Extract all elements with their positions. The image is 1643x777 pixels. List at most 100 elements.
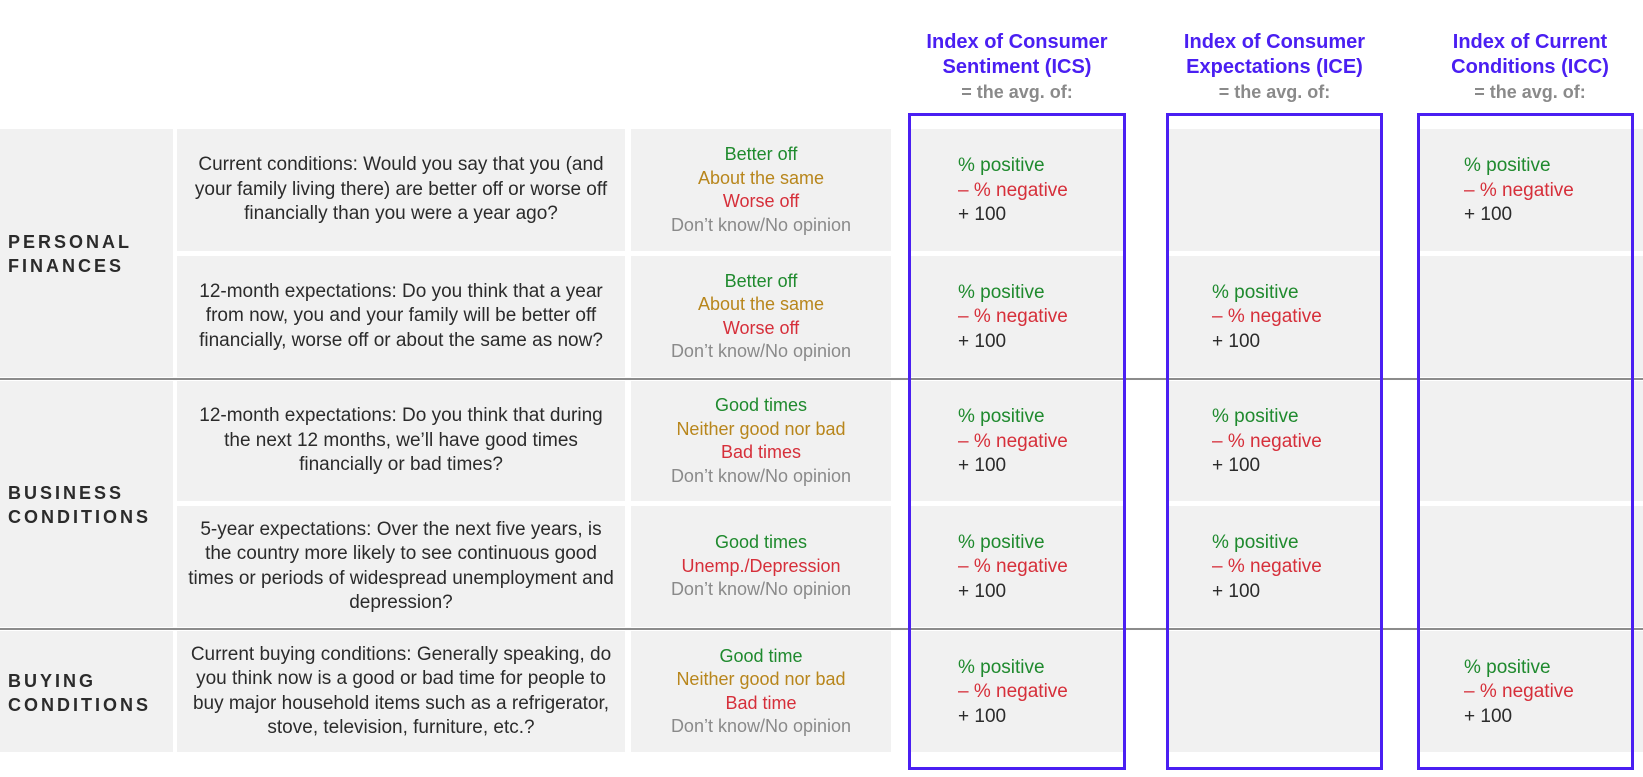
index-formula: % positive – % negative + 100 <box>1464 656 1574 730</box>
answer-option-mid: About the same <box>697 167 825 188</box>
survey-question: 12-month expectations: Do you think that… <box>177 381 625 501</box>
section-label-text: CONDITIONS <box>8 695 152 715</box>
index-title: Index of Consumer <box>926 31 1108 53</box>
index-column-highlight-box <box>1417 113 1634 770</box>
answer-options: Better off About the same Worse off Don’t k… <box>631 129 891 251</box>
index-title: Conditions (ICC) <box>1451 56 1609 78</box>
section-label-panel: BUSINESS CONDITIONS <box>0 381 173 627</box>
answer-option-neg: Bad times <box>720 442 802 462</box>
formula-positive: % positive <box>958 155 1045 176</box>
formula-negative: – % negative <box>958 430 1068 452</box>
formula-positive: % positive <box>1464 656 1551 678</box>
index-column-header: Index of Consumer Expectations (ICE) = the… <box>1136 30 1413 105</box>
section-label-panel: PERSONAL FINANCES <box>0 129 173 377</box>
answer-option-dk: Don’t know/No opinion <box>670 465 852 486</box>
index-cell: % positive – % negative + 100 <box>1166 381 1383 501</box>
answer-option-mid: About the same <box>697 294 825 314</box>
formula-negative: – % negative <box>1212 556 1322 577</box>
index-subtitle: = the avg. of: <box>1474 82 1586 102</box>
answer-option-dk: Don’t know/No opinion <box>670 716 852 736</box>
index-cell: % positive – % negative + 100 <box>909 506 1125 627</box>
index-formula: % positive – % negative + 100 <box>1212 281 1322 355</box>
formula-plus-100: + 100 <box>958 580 1007 602</box>
index-subtitle: = the avg. of: <box>961 82 1073 102</box>
question-text: 12-month expectations: Do you think that… <box>199 280 603 351</box>
index-cell <box>1166 631 1383 752</box>
formula-positive: % positive <box>1212 531 1299 553</box>
section-divider <box>0 378 1643 380</box>
index-title: Sentiment (ICS) <box>942 56 1092 78</box>
index-cell: % positive – % negative + 100 <box>1417 129 1643 251</box>
formula-negative: – % negative <box>1464 179 1574 201</box>
index-formula: % positive – % negative + 100 <box>1464 154 1574 228</box>
formula-negative: – % negative <box>1212 430 1322 452</box>
answer-options: Good time Neither good nor bad Bad time Don… <box>631 631 891 752</box>
formula-plus-100: + 100 <box>958 330 1007 352</box>
index-formula: % positive – % negative + 100 <box>958 531 1068 605</box>
index-cell <box>1166 129 1383 251</box>
survey-question: 5-year expectations: Over the next five … <box>177 506 625 627</box>
index-title: Index of Consumer <box>1183 31 1366 53</box>
index-title: Expectations (ICE) <box>1186 56 1363 78</box>
formula-plus-100: + 100 <box>958 705 1007 727</box>
answer-option-mid: Neither good nor bad <box>676 418 846 439</box>
answer-options: Good times Neither good nor bad Bad times D… <box>631 381 891 501</box>
index-cell <box>1417 256 1643 377</box>
formula-plus-100: + 100 <box>958 204 1007 225</box>
answer-option-pos: Good times <box>714 532 808 553</box>
section-label-text: FINANCES <box>8 256 125 276</box>
answer-option-pos: Good times <box>714 395 808 415</box>
survey-question: Current conditions: Would you say that y… <box>177 129 625 251</box>
formula-positive: % positive <box>958 406 1045 427</box>
answer-option-pos: Better off <box>724 270 798 291</box>
answer-option-pos: Good time <box>719 645 803 666</box>
answer-option-dk: Don’t know/No opinion <box>670 341 852 361</box>
formula-plus-100: + 100 <box>958 455 1007 476</box>
index-formula: % positive – % negative + 100 <box>958 281 1068 355</box>
section-divider <box>0 628 1643 630</box>
formula-negative: – % negative <box>958 179 1068 201</box>
index-formula: % positive – % negative + 100 <box>958 154 1068 228</box>
index-formula: % positive – % negative + 100 <box>1212 405 1322 479</box>
formula-positive: % positive <box>1212 406 1299 427</box>
index-cell: % positive – % negative + 100 <box>909 381 1125 501</box>
formula-negative: – % negative <box>1212 306 1322 327</box>
answer-option-dk: Don’t know/No opinion <box>670 214 852 235</box>
formula-plus-100: + 100 <box>1464 204 1513 225</box>
formula-plus-100: + 100 <box>1212 580 1261 602</box>
formula-negative: – % negative <box>958 681 1068 702</box>
section-label-text: BUSINESS <box>8 483 125 503</box>
index-formula: % positive – % negative + 100 <box>958 656 1068 730</box>
index-cell: % positive – % negative + 100 <box>1166 256 1383 377</box>
survey-question: Current buying conditions: Generally spe… <box>177 631 625 752</box>
answer-options: Good times Unemp./Depression Don’t know/No… <box>631 506 891 627</box>
index-cell: % positive – % negative + 100 <box>909 256 1125 377</box>
answer-option-neg: Worse off <box>722 317 800 338</box>
section-label-text: CONDITIONS <box>8 507 152 527</box>
index-cell <box>1417 381 1643 501</box>
formula-plus-100: + 100 <box>1212 455 1261 476</box>
formula-negative: – % negative <box>958 306 1068 327</box>
question-text: Current buying conditions: Generally spe… <box>190 643 612 739</box>
index-column-header: Index of Current Conditions (ICC) = the av… <box>1387 30 1643 105</box>
index-formula: % positive – % negative + 100 <box>958 405 1068 479</box>
formula-plus-100: + 100 <box>1464 705 1513 727</box>
formula-negative: – % negative <box>958 556 1068 577</box>
formula-positive: % positive <box>958 656 1045 678</box>
answer-options: Better off About the same Worse off Don’t k… <box>631 256 891 377</box>
index-title: Index of Current <box>1452 31 1608 53</box>
index-column-highlight-box <box>908 113 1126 770</box>
answer-option-pos: Better off <box>724 144 798 164</box>
answer-option-neg: Unemp./Depression <box>681 555 841 576</box>
answer-option-neg: Bad time <box>725 692 797 713</box>
index-formula: % positive – % negative + 100 <box>1212 531 1322 605</box>
survey-question: 12-month expectations: Do you think that… <box>177 256 625 377</box>
answer-option-dk: Don’t know/No opinion <box>670 579 852 600</box>
index-column-highlight-box <box>1166 113 1383 770</box>
question-text: Current conditions: Would you say that y… <box>194 154 608 225</box>
index-cell: % positive – % negative + 100 <box>1417 631 1643 752</box>
index-column-header: Index of Consumer Sentiment (ICS) = the av… <box>879 30 1155 105</box>
index-cell <box>1417 506 1643 627</box>
formula-positive: % positive <box>958 531 1045 553</box>
index-cell: % positive – % negative + 100 <box>1166 506 1383 627</box>
